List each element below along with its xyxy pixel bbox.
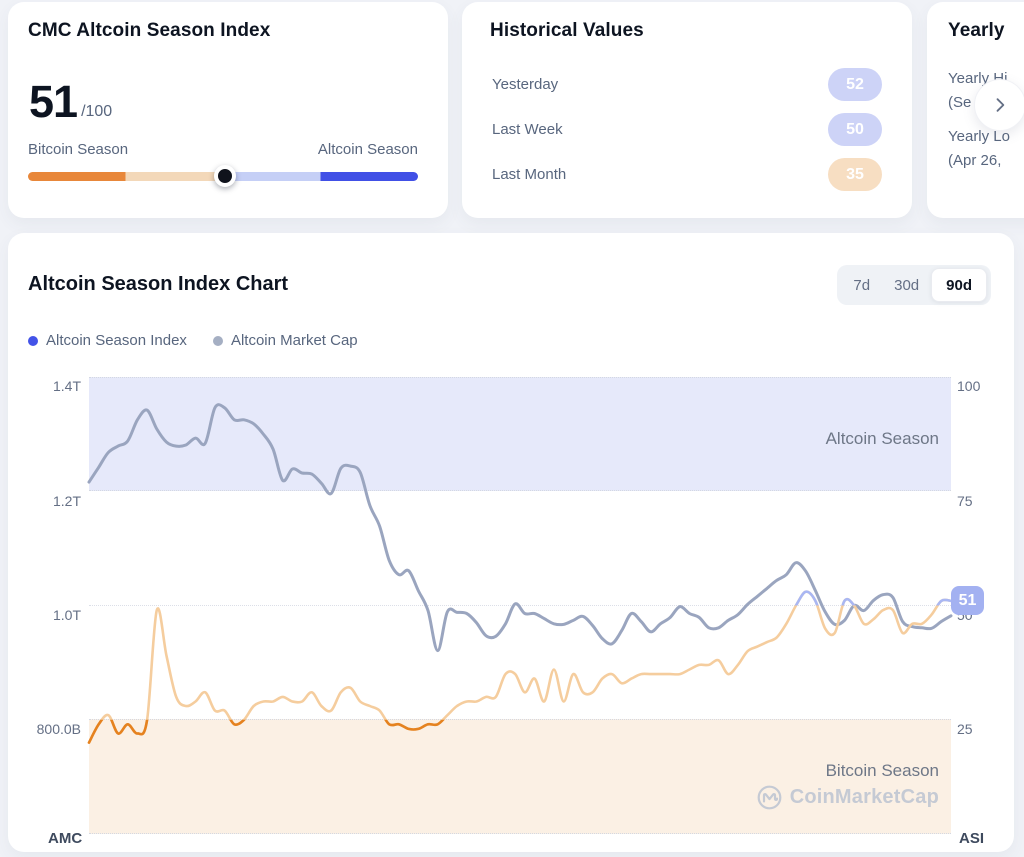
left-axis-tick: 1.2T (52, 493, 81, 509)
chart-series-svg (87, 403, 953, 744)
left-axis-tick: 800.0B (36, 721, 81, 737)
coinmarketcap-watermark: CoinMarketCap (756, 784, 939, 811)
historical-row-value-badge: 52 (828, 68, 882, 101)
historical-row-label: Last Month (492, 166, 567, 183)
chevron-right-icon (996, 98, 1005, 112)
right-axis-tick: 100 (957, 378, 981, 394)
season-index-slider[interactable] (28, 165, 418, 187)
asi-axis-name: ASI (958, 830, 984, 847)
yearly-low-label: Yearly Lo (948, 128, 1010, 145)
altcoin-season-label: Altcoin Season (317, 141, 418, 158)
asi-line-below-25 (87, 719, 445, 744)
altcoin-season-zone (89, 377, 951, 491)
coinmarketcap-watermark-text: CoinMarketCap (789, 786, 939, 808)
legend-dot-blue (28, 335, 38, 346)
historical-row-yesterday: Yesterday 52 (492, 68, 882, 101)
bitcoin-season-label: Bitcoin Season (28, 141, 129, 158)
index-score: 51 /100 (29, 78, 112, 126)
season-slider-knob[interactable] (213, 165, 236, 187)
legend-label: Altcoin Market Cap (230, 332, 358, 349)
index-card-title: CMC Altcoin Season Index (28, 20, 271, 41)
altcoin-season-index-card: CMC Altcoin Season Index 51 /100 Bitcoin… (8, 2, 448, 218)
chart-title: Altcoin Season Index Chart (28, 273, 289, 295)
tab-90d[interactable]: 90d (931, 268, 987, 302)
yearly-low-date: (Apr 26, (948, 152, 1002, 169)
current-value-badge: 51 (951, 586, 984, 615)
historical-values-card: Historical Values Yesterday 52 Last Week… (462, 2, 912, 218)
chart-range-tabs: 7d 30d 90d (837, 265, 991, 305)
legend-dot-gray (212, 335, 223, 346)
tab-30d[interactable]: 30d (882, 268, 931, 302)
asi-line (87, 590, 953, 744)
amc-axis-name: AMC (48, 830, 83, 847)
altcoin-season-zone-label: Altcoin Season (825, 429, 939, 448)
historical-row-last-week: Last Week 50 (492, 113, 882, 146)
asi-line-above-50 (794, 590, 953, 606)
legend-label: Altcoin Season Index (46, 332, 187, 349)
tab-7d[interactable]: 7d (841, 268, 882, 302)
index-score-value: 51 (29, 76, 78, 127)
index-score-max: /100 (81, 103, 113, 120)
historical-card-title: Historical Values (490, 20, 644, 41)
yearly-high-date: (Se (948, 94, 972, 111)
season-scale-labels: Bitcoin Season Altcoin Season (28, 141, 418, 158)
left-axis-tick: 1.0T (52, 607, 81, 623)
bitcoin-season-zone-label: Bitcoin Season (825, 761, 939, 780)
chart-legend: Altcoin Season Index Altcoin Market Cap (28, 332, 358, 349)
coinmarketcap-logo-icon (757, 785, 782, 810)
carousel-next-button[interactable] (974, 79, 1024, 131)
legend-altcoin-market-cap[interactable]: Altcoin Market Cap (212, 332, 358, 349)
historical-row-last-month: Last Month 35 (492, 158, 882, 191)
left-axis-tick: 1.4T (52, 378, 81, 394)
bitcoin-season-zone (89, 719, 951, 834)
right-axis-tick: 75 (957, 493, 973, 509)
chart-plot-area[interactable] (87, 377, 953, 834)
historical-row-label: Last Week (492, 121, 563, 138)
amc-line (87, 403, 953, 653)
historical-row-value-badge: 50 (828, 113, 882, 146)
yearly-card-title: Yearly (948, 20, 1005, 41)
legend-altcoin-season-index[interactable]: Altcoin Season Index (28, 332, 187, 349)
historical-row-label: Yesterday (492, 76, 559, 93)
bitcoin-season-watermark-block: Bitcoin Season CoinMarketCap (756, 761, 939, 811)
historical-row-value-badge: 35 (828, 158, 882, 191)
right-axis-tick: 25 (957, 721, 973, 737)
altcoin-season-chart-card: Altcoin Season Index Chart 7d 30d 90d Al… (8, 233, 1014, 852)
